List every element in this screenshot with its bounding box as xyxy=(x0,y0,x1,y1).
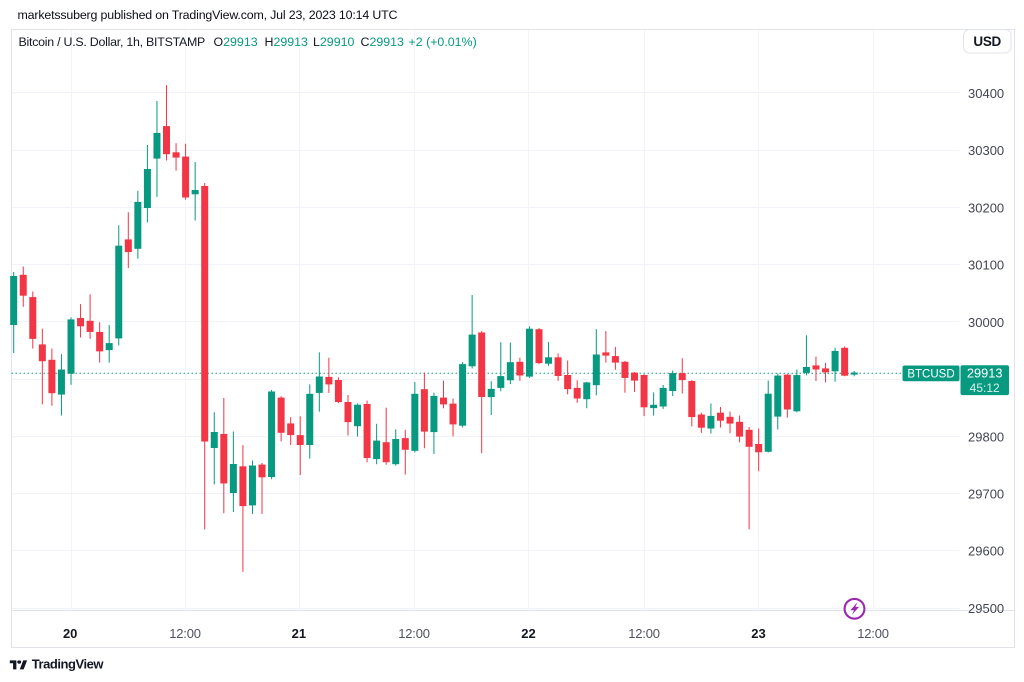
svg-text:O29913: O29913 xyxy=(214,35,258,49)
svg-text:30400: 30400 xyxy=(968,86,1004,101)
svg-text:21: 21 xyxy=(292,626,306,641)
svg-text:30200: 30200 xyxy=(968,200,1004,215)
svg-text:29600: 29600 xyxy=(968,544,1004,559)
svg-text:29800: 29800 xyxy=(968,429,1004,444)
svg-text:marketssuberg published on Tra: marketssuberg published on TradingView.c… xyxy=(18,8,398,22)
svg-text:Bitcoin / U.S. Dollar, 1h, BIT: Bitcoin / U.S. Dollar, 1h, BITSTAMP xyxy=(19,35,206,49)
svg-text:C29913: C29913 xyxy=(361,35,405,49)
svg-text:20: 20 xyxy=(63,626,77,641)
svg-text:29913: 29913 xyxy=(967,366,1003,381)
svg-text:BTCUSD: BTCUSD xyxy=(907,369,954,381)
svg-text:H29913: H29913 xyxy=(265,35,309,49)
svg-text:+2 (+0.01%): +2 (+0.01%) xyxy=(409,35,477,49)
svg-text:TradingView: TradingView xyxy=(32,657,105,672)
svg-text:29500: 29500 xyxy=(968,601,1004,616)
svg-text:30300: 30300 xyxy=(968,143,1004,158)
svg-text:12:00: 12:00 xyxy=(398,626,430,641)
svg-text:12:00: 12:00 xyxy=(169,626,201,641)
svg-text:23: 23 xyxy=(751,626,765,641)
svg-text:30000: 30000 xyxy=(968,315,1004,330)
svg-text:12:00: 12:00 xyxy=(857,626,889,641)
svg-text:USD: USD xyxy=(973,34,1001,49)
svg-text:29700: 29700 xyxy=(968,487,1004,502)
svg-text:L29910: L29910 xyxy=(313,35,354,49)
svg-text:45:12: 45:12 xyxy=(970,381,1000,395)
svg-text:22: 22 xyxy=(521,626,535,641)
svg-text:30100: 30100 xyxy=(968,257,1004,272)
svg-text:12:00: 12:00 xyxy=(628,626,660,641)
